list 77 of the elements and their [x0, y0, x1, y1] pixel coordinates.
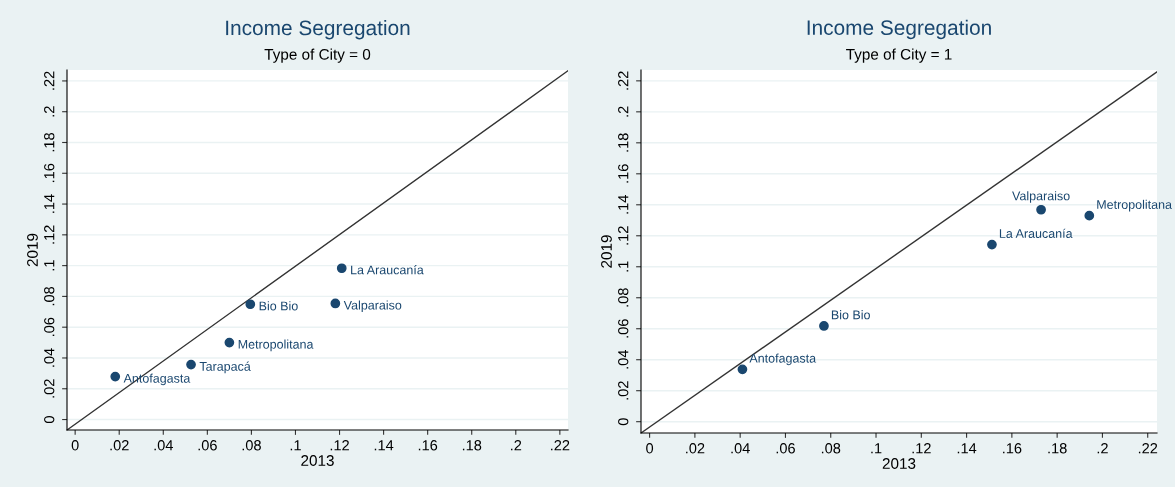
annotation: Metropolitana: [238, 339, 314, 352]
point: [330, 298, 341, 309]
x-tick-label: .18: [462, 440, 482, 451]
y-tick-label: .08: [618, 288, 629, 307]
y-tick-label: 0: [618, 418, 629, 426]
y-tick-label: .18: [618, 133, 629, 152]
chart-title: Income Segregation: [226, 19, 410, 40]
point: [110, 371, 121, 382]
point: [737, 364, 748, 375]
x-tick-label: .1: [290, 440, 301, 451]
x-axis-title: 2013: [882, 458, 916, 469]
x-tick-label: .02: [686, 443, 705, 454]
x-tick-label: .14: [957, 443, 977, 454]
y-tick-label: .18: [44, 132, 55, 152]
annotation: La Araucanía: [999, 228, 1073, 238]
point: [1084, 210, 1095, 221]
x-tick-label: .04: [731, 443, 750, 454]
y-tick-label: .22: [44, 71, 55, 90]
y-tick-label: .16: [618, 164, 629, 183]
annotation: Valparaiso: [343, 300, 402, 313]
y-tick-label: .02: [618, 381, 629, 400]
x-tick-label: 0: [71, 440, 79, 451]
y-tick-label: .04: [618, 350, 629, 369]
y-tick-label: .2: [44, 106, 55, 117]
x-tick-label: .1: [871, 443, 882, 454]
annotation: Bio Bio: [831, 310, 870, 320]
annotation: La Araucanía: [351, 265, 424, 275]
y-tick-label: .06: [44, 317, 55, 336]
x-tick-label: .12: [330, 440, 349, 451]
x-tick-label: .16: [418, 440, 438, 451]
chart-subtitle: Type of City = 1: [846, 48, 952, 63]
x-tick-label: 0: [646, 443, 654, 454]
point: [245, 299, 256, 310]
x-tick-label: .08: [821, 443, 841, 454]
y-tick-label: .1: [44, 260, 55, 271]
x-tick-label: .08: [242, 440, 261, 451]
x-tick-label: .2: [1097, 443, 1108, 454]
x-tick-label: .12: [912, 443, 931, 454]
y-tick-label: .14: [618, 195, 629, 214]
annotation: Tarapacá: [199, 361, 251, 374]
y-tick-label: .2: [618, 106, 629, 117]
y-tick-label: .14: [44, 194, 55, 213]
x-axis-title: 2013: [301, 455, 334, 466]
point: [336, 263, 347, 274]
x-tick-label: .16: [1003, 443, 1022, 454]
y-tick-label: .04: [44, 348, 55, 367]
point: [987, 239, 997, 250]
point: [819, 321, 829, 331]
y-tick-label: .16: [44, 163, 55, 183]
point: [1036, 204, 1046, 215]
y-tick-label: .06: [618, 319, 629, 338]
x-tick-label: .04: [154, 440, 173, 451]
x-tick-label: .06: [198, 440, 217, 451]
x-tick-label: .18: [1048, 443, 1067, 454]
x-tick-label: .14: [374, 440, 394, 451]
point: [224, 337, 235, 348]
chart-title: Income Segregation: [807, 19, 991, 40]
y-axis-title: 2019: [27, 233, 38, 267]
y-tick-label: .22: [618, 71, 629, 90]
y-tick-label: 0: [44, 416, 55, 424]
x-tick-label: .2: [511, 440, 522, 451]
annotation: Valparaiso: [1012, 191, 1070, 203]
y-tick-label: .02: [44, 379, 55, 398]
y-axis-title: 2019: [601, 235, 612, 268]
x-tick-label: .22: [1138, 443, 1158, 454]
x-tick-label: .22: [551, 440, 570, 451]
annotation: Bio Bio: [259, 301, 298, 311]
chart-subtitle: Type of City = 0: [264, 48, 371, 63]
annotation: Metropolitana: [1097, 199, 1172, 212]
annotation: Antofagasta: [749, 353, 817, 366]
y-tick-label: .1: [618, 261, 629, 272]
y-tick-label: .12: [618, 226, 629, 245]
y-tick-label: .12: [44, 225, 55, 244]
point: [186, 359, 196, 370]
x-tick-label: .06: [776, 443, 795, 454]
y-tick-label: .08: [44, 286, 55, 306]
x-tick-label: .02: [110, 440, 129, 451]
